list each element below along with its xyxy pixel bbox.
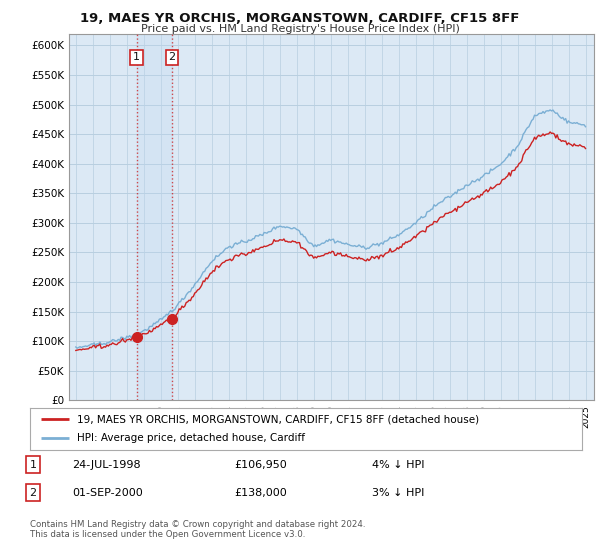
Text: £106,950: £106,950 — [234, 460, 287, 470]
Text: 01-SEP-2000: 01-SEP-2000 — [72, 488, 143, 498]
Bar — [137, 34, 172, 400]
Text: 1: 1 — [133, 53, 140, 63]
Text: Price paid vs. HM Land Registry's House Price Index (HPI): Price paid vs. HM Land Registry's House … — [140, 24, 460, 34]
Text: HPI: Average price, detached house, Cardiff: HPI: Average price, detached house, Card… — [77, 433, 305, 444]
Text: 19, MAES YR ORCHIS, MORGANSTOWN, CARDIFF, CF15 8FF (detached house): 19, MAES YR ORCHIS, MORGANSTOWN, CARDIFF… — [77, 414, 479, 424]
Text: 4% ↓ HPI: 4% ↓ HPI — [372, 460, 425, 470]
Text: 2: 2 — [169, 53, 176, 63]
Text: 3% ↓ HPI: 3% ↓ HPI — [372, 488, 424, 498]
Text: 19, MAES YR ORCHIS, MORGANSTOWN, CARDIFF, CF15 8FF: 19, MAES YR ORCHIS, MORGANSTOWN, CARDIFF… — [80, 12, 520, 25]
Text: 1: 1 — [29, 460, 37, 470]
Text: £138,000: £138,000 — [234, 488, 287, 498]
Text: 2: 2 — [29, 488, 37, 498]
Text: Contains HM Land Registry data © Crown copyright and database right 2024.
This d: Contains HM Land Registry data © Crown c… — [30, 520, 365, 539]
Text: 24-JUL-1998: 24-JUL-1998 — [72, 460, 140, 470]
